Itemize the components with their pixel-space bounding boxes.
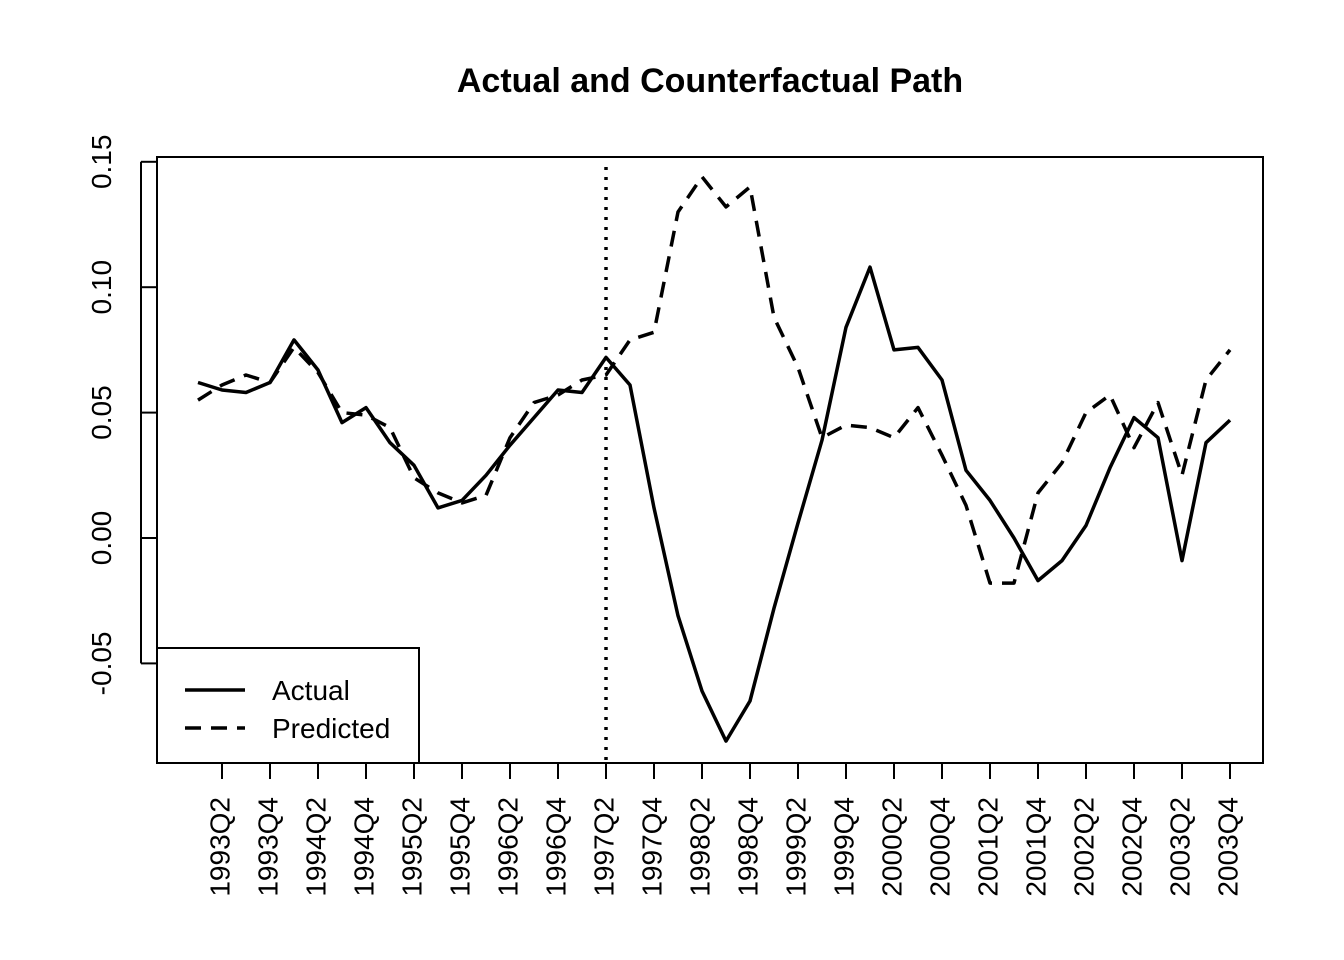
x-tick-label: 2001Q2 xyxy=(972,797,1003,897)
y-tick-label: 0.05 xyxy=(86,385,117,440)
x-tick-label: 1998Q2 xyxy=(684,797,715,897)
x-tick-label: 1995Q2 xyxy=(396,797,427,897)
chart-title: Actual and Counterfactual Path xyxy=(457,62,963,100)
x-tick-label: 1993Q2 xyxy=(204,797,235,897)
x-tick-label: 1997Q4 xyxy=(636,797,667,897)
series-actual-line xyxy=(197,265,1232,743)
x-tick-label: 2001Q4 xyxy=(1020,797,1051,897)
x-tick-label: 1996Q2 xyxy=(492,797,523,897)
y-tick-label: -0.05 xyxy=(86,631,117,695)
series-layer xyxy=(197,167,1232,763)
x-tick-label: 1999Q4 xyxy=(828,797,859,897)
y-tick-label: 0.10 xyxy=(86,260,117,315)
x-axis: 1993Q2 1993Q4 1994Q2 1994Q4 1995Q2 1995Q4 1996… xyxy=(204,762,1243,897)
legend-box xyxy=(156,647,420,764)
x-tick-label: 1997Q2 xyxy=(588,797,619,897)
x-tick-label: 2003Q2 xyxy=(1164,797,1195,897)
x-tick-label: 1996Q4 xyxy=(540,797,571,897)
x-tick-label: 2000Q2 xyxy=(876,797,907,897)
x-tick-label: 1994Q2 xyxy=(300,797,331,897)
y-tick-label: 0.15 xyxy=(86,135,117,190)
x-tick-label: 1994Q4 xyxy=(348,797,379,897)
legend-label-predicted: Predicted xyxy=(272,713,390,744)
legend-label-actual: Actual xyxy=(272,675,350,706)
x-tick-label: 2002Q2 xyxy=(1068,797,1099,897)
y-axis: -0.05 0.00 0.05 0.10 0.15 xyxy=(86,135,157,695)
x-tick-label: 1999Q2 xyxy=(780,797,811,897)
x-tick-label: 1998Q4 xyxy=(732,797,763,897)
series-predicted-line xyxy=(197,175,1232,585)
y-tick-label: 0.00 xyxy=(86,511,117,566)
x-tick-label: 2002Q4 xyxy=(1116,797,1147,897)
x-tick-label: 2000Q4 xyxy=(924,797,955,897)
legend: Actual Predicted xyxy=(156,647,420,764)
x-tick-label: 2003Q4 xyxy=(1212,797,1243,897)
x-tick-label: 1993Q4 xyxy=(252,797,283,897)
x-tick-label: 1995Q4 xyxy=(444,797,475,897)
